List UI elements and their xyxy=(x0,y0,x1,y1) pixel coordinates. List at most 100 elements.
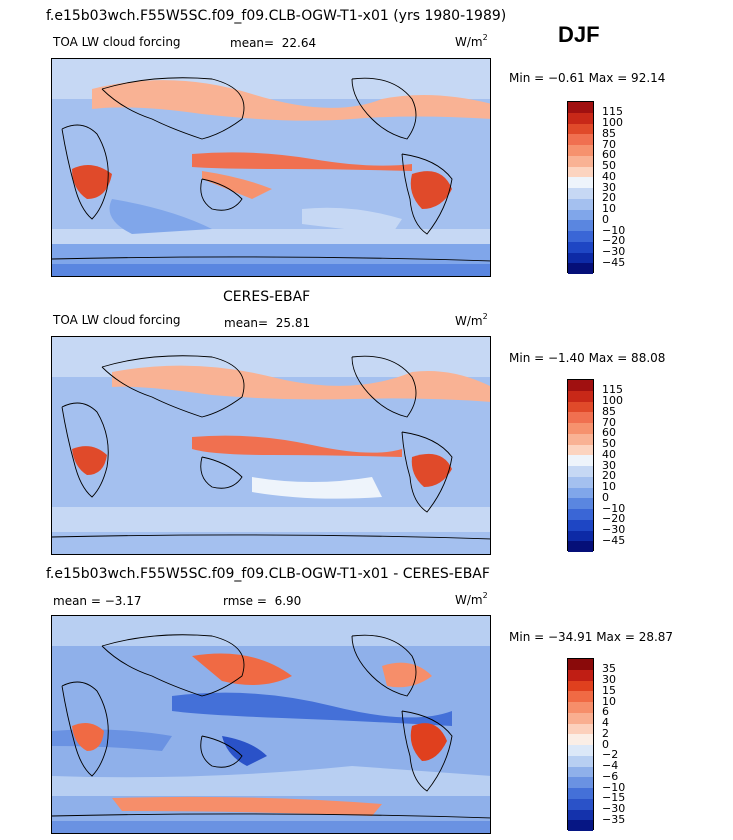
colorbar-tick-label: 30 xyxy=(602,180,616,194)
panel3-map xyxy=(51,615,491,834)
colorbar-tick-label: 0 xyxy=(602,212,609,226)
colorbar-tick-label: 0 xyxy=(602,737,609,751)
colorbar-tick-label: 115 xyxy=(602,383,623,397)
panel2-minmax: Min = −1.40 Max = 88.08 xyxy=(509,351,666,365)
panel1-colorbar xyxy=(567,101,594,274)
colorbar-swatch xyxy=(568,252,593,264)
colorbar-swatch xyxy=(568,401,593,413)
panel1-mean: mean= 22.64 xyxy=(230,36,317,50)
colorbar-swatch xyxy=(568,466,593,477)
colorbar-tick-label: −20 xyxy=(602,512,626,526)
colorbar-swatch xyxy=(568,220,593,231)
colorbar-tick-label: 85 xyxy=(602,126,616,140)
colorbar-tick-label: 40 xyxy=(602,169,616,183)
colorbar-tick-label: −45 xyxy=(602,255,626,269)
colorbar-tick-label: 30 xyxy=(602,673,616,686)
panel1-map xyxy=(51,58,491,277)
colorbar-swatch xyxy=(568,809,593,821)
colorbar-swatch xyxy=(568,380,593,391)
colorbar-swatch xyxy=(568,423,593,434)
colorbar-swatch xyxy=(568,155,593,167)
colorbar-tick-label: 85 xyxy=(602,404,616,418)
colorbar-swatch xyxy=(568,498,593,509)
panel3-mean: mean = −3.17 xyxy=(53,594,142,608)
colorbar-swatch xyxy=(568,755,593,767)
colorbar-swatch xyxy=(568,134,593,145)
colorbar-swatch xyxy=(568,541,593,552)
colorbar-swatch xyxy=(568,691,593,702)
colorbar-swatch xyxy=(568,123,593,135)
panel3-title: f.e15b03wch.F55W5SC.f09_f09.CLB-OGW-T1-x… xyxy=(46,566,490,582)
colorbar-swatch xyxy=(568,487,593,499)
colorbar-tick-label: 6 xyxy=(602,705,609,719)
colorbar-tick-label: 50 xyxy=(602,159,616,172)
colorbar-swatch xyxy=(568,231,593,242)
panel1-minmax: Min = −0.61 Max = 92.14 xyxy=(509,71,666,85)
colorbar-tick-label: −30 xyxy=(602,523,626,536)
colorbar-tick-label: −10 xyxy=(602,780,626,794)
panel2-colorbar xyxy=(567,379,594,552)
colorbar-swatch xyxy=(568,263,593,274)
colorbar-swatch xyxy=(568,412,593,423)
colorbar-swatch xyxy=(568,241,593,253)
colorbar-swatch xyxy=(568,166,593,178)
colorbar-swatch xyxy=(568,455,593,466)
colorbar-tick-label: 2 xyxy=(602,726,609,740)
colorbar-swatch xyxy=(568,145,593,156)
colorbar-tick-label: −15 xyxy=(602,791,626,805)
season-label: DJF xyxy=(558,22,600,47)
colorbar-tick-label: 70 xyxy=(602,137,616,151)
colorbar-tick-label: 35 xyxy=(602,662,616,676)
panel2-variable-label: TOA LW cloud forcing xyxy=(53,313,181,327)
colorbar-tick-label: 30 xyxy=(602,458,616,472)
colorbar-tick-label: −30 xyxy=(602,245,626,258)
colorbar-tick-label: −6 xyxy=(602,769,619,783)
colorbar-swatch xyxy=(568,669,593,681)
colorbar-swatch xyxy=(568,188,593,199)
colorbar-swatch xyxy=(568,798,593,810)
colorbar-swatch xyxy=(568,788,593,799)
colorbar-tick-label: 10 xyxy=(602,694,616,708)
panel2-map xyxy=(51,336,491,555)
colorbar-tick-label: 4 xyxy=(602,716,609,729)
panel1-title: f.e15b03wch.F55W5SC.f09_f09.CLB-OGW-T1-x… xyxy=(46,8,507,24)
colorbar-tick-label: −30 xyxy=(602,802,626,815)
colorbar-tick-label: −10 xyxy=(602,501,626,515)
panel3-rmse: rmse = 6.90 xyxy=(223,594,302,608)
colorbar-tick-label: 40 xyxy=(602,447,616,461)
colorbar-tick-label: −10 xyxy=(602,223,626,237)
panel3-colorbar xyxy=(567,658,594,831)
colorbar-tick-label: 15 xyxy=(602,683,616,697)
colorbar-tick-label: −2 xyxy=(602,748,619,762)
colorbar-tick-label: 10 xyxy=(602,480,616,493)
colorbar-tick-label: 115 xyxy=(602,105,623,119)
colorbar-tick-label: 20 xyxy=(602,191,616,205)
colorbar-swatch xyxy=(568,723,593,735)
colorbar-tick-label: 60 xyxy=(602,426,616,440)
colorbar-swatch xyxy=(568,712,593,724)
colorbar-swatch xyxy=(568,519,593,531)
colorbar-tick-label: 0 xyxy=(602,490,609,504)
colorbar-swatch xyxy=(568,659,593,670)
colorbar-swatch xyxy=(568,433,593,445)
colorbar-swatch xyxy=(568,209,593,221)
panel1-variable-label: TOA LW cloud forcing xyxy=(53,35,181,49)
colorbar-swatch xyxy=(568,820,593,831)
colorbar-swatch xyxy=(568,476,593,488)
colorbar-swatch xyxy=(568,777,593,788)
colorbar-tick-label: −45 xyxy=(602,533,626,547)
colorbar-swatch xyxy=(568,530,593,542)
panel1-unit: W/m2 xyxy=(455,33,488,49)
colorbar-tick-label: 60 xyxy=(602,148,616,162)
colorbar-tick-label: 20 xyxy=(602,469,616,483)
colorbar-swatch xyxy=(568,734,593,745)
colorbar-swatch xyxy=(568,509,593,520)
colorbar-tick-label: −4 xyxy=(602,759,619,772)
panel2-mean: mean= 25.81 xyxy=(224,316,311,330)
colorbar-tick-label: 70 xyxy=(602,415,616,429)
colorbar-swatch xyxy=(568,680,593,692)
colorbar-swatch xyxy=(568,766,593,778)
colorbar-tick-label: 50 xyxy=(602,437,616,450)
colorbar-swatch xyxy=(568,702,593,713)
panel3-unit: W/m2 xyxy=(455,591,488,607)
